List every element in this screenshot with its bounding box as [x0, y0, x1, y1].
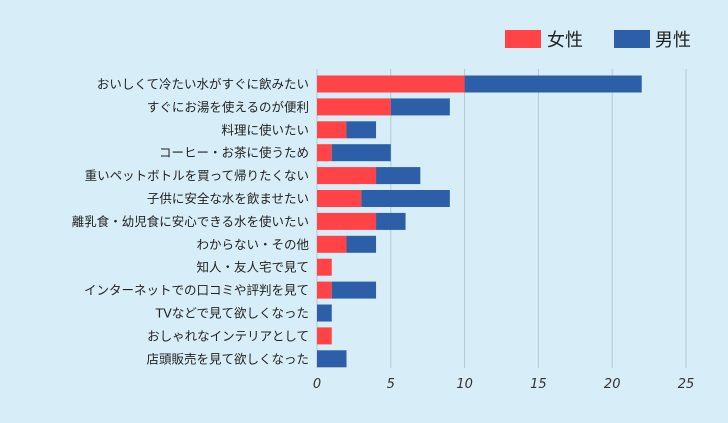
bar-male	[346, 235, 377, 253]
bar-female	[317, 281, 332, 299]
bar-male	[317, 350, 347, 368]
bar-female	[317, 235, 347, 253]
category-label: すぐにお湯を使えるのが便利	[147, 99, 309, 114]
bar-male	[346, 121, 377, 139]
category-label: TVなどで見て欲しくなった	[155, 306, 309, 321]
category-labels: おいしくて冷たい水がすぐに飲みたいすぐにお湯を使えるのが便利料理に使いたいコーヒ…	[72, 77, 310, 367]
category-label: コーヒー・お茶に使うため	[159, 145, 309, 160]
bar-female	[317, 75, 465, 93]
bar-female	[317, 144, 332, 162]
bar-male	[331, 281, 377, 299]
bar-female	[317, 167, 377, 185]
category-label: 店頭販売を見て欲しくなった	[146, 351, 309, 366]
bar-male	[317, 304, 332, 322]
bar-female	[317, 212, 377, 230]
x-tick-label: 10	[456, 377, 473, 392]
bar-female	[317, 121, 347, 139]
x-tick-label: 20	[604, 377, 621, 392]
category-label: 重いペットボトルを買って帰りたくない	[85, 168, 309, 183]
bar-male	[331, 144, 391, 162]
bar-female	[317, 327, 332, 345]
category-label: おいしくて冷たい水がすぐに飲みたい	[97, 77, 309, 92]
bar-male	[376, 167, 421, 185]
category-label: 離乳食・幼児食に安心できる水を使いたい	[72, 214, 309, 229]
x-axis-ticks: 0 5 10 15 20 25	[313, 377, 694, 392]
bar-male	[361, 190, 450, 207]
bars	[317, 75, 642, 368]
category-label: 知人・友人宅で見て	[196, 260, 309, 275]
bar-female	[317, 258, 332, 276]
bar-male	[464, 75, 642, 93]
x-tick-label: 5	[387, 377, 395, 392]
bar-male	[376, 212, 406, 230]
bar-female	[317, 98, 391, 116]
x-tick-label: 0	[313, 377, 321, 392]
bar-male	[390, 98, 450, 116]
legend-swatch	[614, 30, 650, 48]
category-label: おしゃれなインテリアとして	[147, 328, 309, 343]
category-label: わからない・その他	[196, 237, 309, 252]
x-tick-label: 25	[678, 377, 695, 392]
category-label: 料理に使いたい	[221, 122, 309, 137]
legend-label: 男性	[655, 30, 691, 51]
category-label: インターネットでの口コミや評判を見て	[84, 283, 309, 298]
bar-female	[317, 190, 362, 207]
category-label: 子供に安全な水を飲ませたい	[147, 191, 309, 206]
x-tick-label: 15	[530, 377, 547, 392]
legend-swatch	[505, 30, 541, 48]
legend-label: 女性	[547, 30, 583, 51]
legend: 女性 男性	[505, 30, 691, 51]
